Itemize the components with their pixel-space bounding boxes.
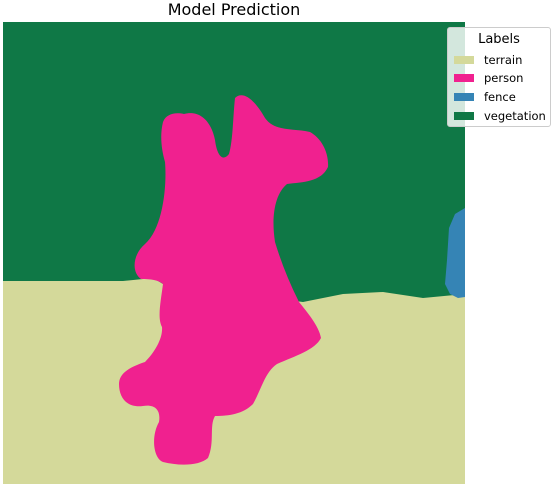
vegetation-swatch [454, 112, 474, 120]
fence-region [445, 208, 465, 298]
legend-item-person: person [454, 70, 550, 88]
person-region [119, 95, 329, 465]
terrain-swatch [454, 56, 474, 64]
legend-title: Labels [478, 32, 520, 47]
fence-swatch [454, 93, 474, 101]
chart-title: Model Prediction [167, 0, 301, 19]
legend-item-vegetation: vegetation [454, 108, 550, 126]
legend-label-person: person [484, 71, 524, 85]
legend-item-terrain: terrain [454, 52, 550, 70]
segmentation-map [3, 22, 465, 484]
person-swatch [454, 74, 474, 82]
legend-label-vegetation: vegetation [484, 109, 546, 123]
legend-label-terrain: terrain [484, 53, 523, 67]
legend-item-fence: fence [454, 89, 550, 107]
legend: Labels terrain person fence vegetation [447, 27, 551, 127]
legend-label-fence: fence [484, 90, 516, 104]
